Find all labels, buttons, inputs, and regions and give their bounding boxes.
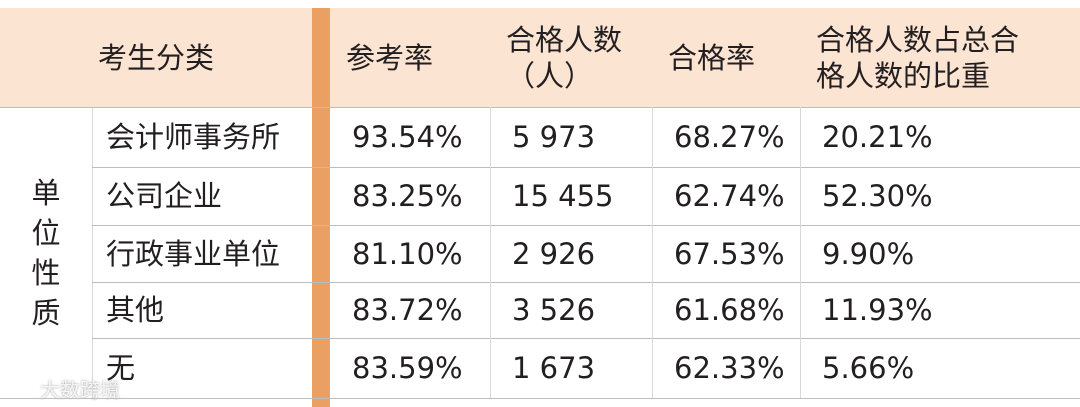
row-label: 公司企业 [106,179,223,213]
header-cell: 合格人数占总合 格人数的比重 [800,8,1080,107]
header-line: 格人数的比重 [816,58,991,93]
header-line: 合格人数 [506,22,623,57]
col-line [652,107,653,398]
header-cell: 合格人数 （人） [490,8,652,107]
header-category: 考生分类 [0,8,312,107]
data-cell: 9.90% [822,236,915,271]
header-line: 合格率 [668,40,756,75]
data-cell: 93.54% [352,120,463,154]
group-text: 单位性质 [31,175,61,330]
row-label: 其他 [106,293,165,327]
data-cell: 15 455 [512,179,614,213]
data-cell: 81.10% [352,236,463,271]
header-line-bottom [0,107,1080,108]
row-line [92,167,1080,168]
divider-bar [312,8,330,407]
row-label: 会计师事务所 [106,120,281,154]
data-cell: 62.33% [674,351,785,385]
row-label: 行政事业单位 [106,236,281,271]
data-cell: 1 673 [512,351,596,385]
data-cell: 61.68% [674,293,785,327]
header-line: （人） [506,58,594,93]
row-line [92,338,1080,339]
data-cell: 2 926 [512,236,596,271]
data-cell: 11.93% [822,293,933,327]
header-cell: 参考率 [330,8,490,107]
data-cell: 83.59% [352,351,463,385]
data-cell: 83.25% [352,179,463,213]
data-cell: 83.72% [352,293,463,327]
col-line [490,107,491,398]
row-line [92,225,1080,226]
data-cell: 3 526 [512,293,596,327]
data-cell: 5.66% [822,351,915,385]
data-cell: 67.53% [674,236,785,271]
header-cell: 合格率 [652,8,800,107]
row-label: 无 [106,351,136,385]
table-bottom [0,398,1080,399]
row-line [92,282,1080,283]
col-line [800,107,801,398]
header-line: 参考率 [346,40,434,75]
group-label: 单位性质 [0,107,92,398]
data-cell: 68.27% [674,120,785,154]
header-line: 合格人数占总合 [816,22,1020,57]
data-cell: 52.30% [822,179,933,213]
data-cell: 5 973 [512,120,596,154]
data-cell: 20.21% [822,120,933,154]
group-line [92,107,93,398]
data-cell: 62.74% [674,179,785,213]
